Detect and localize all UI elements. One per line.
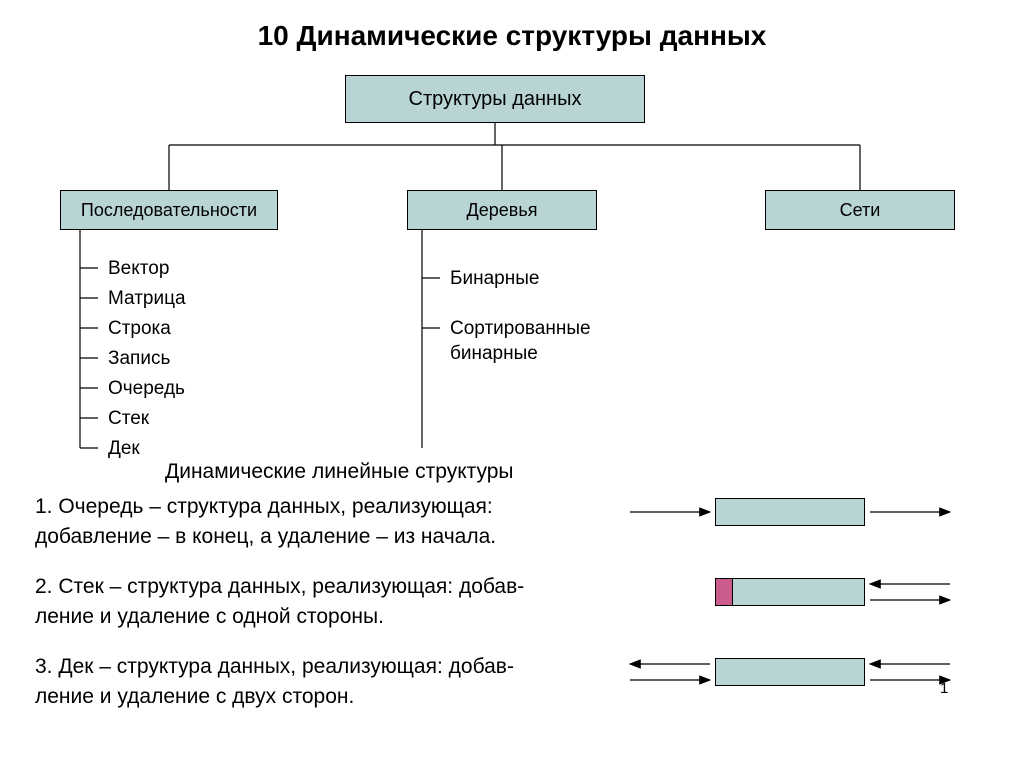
child-node-seq: Последовательности [60,190,278,230]
body-line-0: 1. Очередь – структура данных, реализующ… [35,492,493,522]
stack-cap [715,578,733,606]
tree-item-1: Сортированные [450,318,591,340]
root-node: Структуры данных [345,75,645,123]
linear-structures-subtitle: Динамические линейные структуры [165,460,514,484]
seq-item-4: Очередь [108,378,185,400]
deque-page-label: 1 [940,680,948,697]
tree-item-2: бинарные [450,343,538,365]
seq-item-3: Запись [108,348,170,370]
seq-item-0: Вектор [108,258,169,280]
seq-item-5: Стек [108,408,149,430]
seq-item-1: Матрица [108,288,186,310]
queue-box [715,498,865,526]
child-node-net: Сети [765,190,955,230]
body-line-3: ление и удаление с одной стороны. [35,602,384,632]
page-title: 10 Динамические структуры данных [0,20,1024,52]
seq-item-6: Дек [108,438,140,460]
tree-item-0: Бинарные [450,268,539,290]
body-line-1: добавление – в конец, а удаление – из на… [35,522,496,552]
body-line-2: 2. Стек – структура данных, реализующая:… [35,572,524,602]
body-line-4: 3. Дек – структура данных, реализующая: … [35,652,514,682]
child-node-tree: Деревья [407,190,597,230]
seq-item-2: Строка [108,318,171,340]
body-line-5: ление и удаление с двух сторон. [35,682,354,712]
deque-box [715,658,865,686]
stack-box [715,578,865,606]
